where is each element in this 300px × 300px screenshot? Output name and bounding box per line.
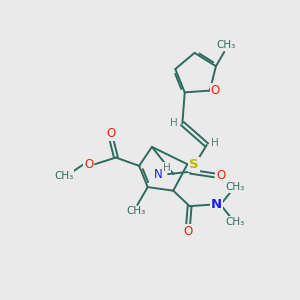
Text: N: N xyxy=(211,198,222,211)
Text: N: N xyxy=(154,168,162,181)
Text: H: H xyxy=(170,118,178,128)
Text: O: O xyxy=(211,84,220,97)
Text: CH₃: CH₃ xyxy=(54,171,74,181)
Text: CH₃: CH₃ xyxy=(126,206,146,217)
Text: O: O xyxy=(84,158,93,171)
Text: S: S xyxy=(189,158,199,171)
Text: H: H xyxy=(211,138,219,148)
Text: H: H xyxy=(163,163,170,172)
Text: O: O xyxy=(183,225,192,238)
Text: CH₃: CH₃ xyxy=(226,217,245,227)
Text: O: O xyxy=(106,127,116,140)
Text: CH₃: CH₃ xyxy=(226,182,245,192)
Text: O: O xyxy=(216,169,225,182)
Text: CH₃: CH₃ xyxy=(216,40,235,50)
